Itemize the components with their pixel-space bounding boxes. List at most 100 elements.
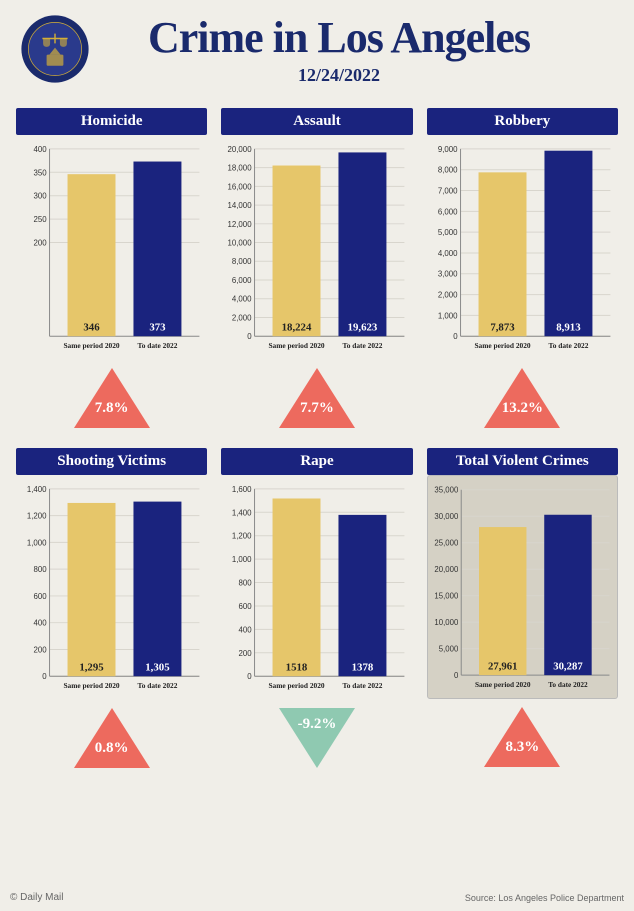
svg-text:16,000: 16,000 (228, 182, 253, 191)
chart-wrap-total: 05,00010,00015,00020,00025,00030,00035,0… (427, 475, 618, 700)
change-label-rape: -9.2% (298, 716, 337, 733)
chart-wrap-homicide: 200250300350400346Same period 2020373To … (16, 135, 207, 360)
bar-assault-0 (273, 166, 321, 337)
bar-value-rape-1: 1378 (352, 661, 374, 673)
svg-text:10,000: 10,000 (434, 618, 459, 627)
svg-text:1,000: 1,000 (438, 311, 458, 320)
svg-text:1,000: 1,000 (27, 538, 47, 547)
bar-shooting-0 (68, 503, 116, 676)
change-label-homicide: 7.8% (95, 400, 129, 417)
svg-text:1,400: 1,400 (232, 508, 252, 517)
svg-text:6,000: 6,000 (438, 207, 458, 216)
svg-text:4,000: 4,000 (438, 249, 458, 258)
panel-rape: Rape02004006008001,0001,2001,4001,600151… (221, 448, 412, 770)
bar-rape-1 (339, 515, 387, 676)
triangle-up-icon (482, 705, 562, 769)
svg-text:1,200: 1,200 (27, 512, 47, 521)
bar-value-homicide-1: 373 (149, 321, 166, 333)
up-triangle-robbery: 13.2% (482, 366, 562, 430)
chart-rape: 02004006008001,0001,2001,4001,6001518Sam… (223, 481, 410, 698)
bar-value-assault-1: 19,623 (348, 321, 378, 333)
charts-grid: Homicide200250300350400346Same period 20… (0, 90, 634, 780)
svg-text:3,000: 3,000 (438, 270, 458, 279)
svg-text:800: 800 (33, 565, 47, 574)
bar-robbery-1 (544, 151, 592, 337)
svg-text:200: 200 (33, 239, 47, 248)
svg-text:1,200: 1,200 (232, 532, 252, 541)
panel-total: Total Violent Crimes05,00010,00015,00020… (427, 448, 618, 770)
svg-text:20,000: 20,000 (228, 145, 253, 154)
svg-text:200: 200 (239, 649, 253, 658)
down-triangle-rape: -9.2% (277, 706, 357, 770)
panel-title-shooting: Shooting Victims (16, 448, 207, 475)
panel-robbery: Robbery01,0002,0003,0004,0005,0006,0007,… (427, 108, 618, 430)
up-triangle-shooting: 0.8% (72, 706, 152, 770)
svg-text:18,000: 18,000 (228, 164, 253, 173)
change-label-total: 8.3% (505, 739, 539, 756)
chart-wrap-assault: 02,0004,0006,0008,00010,00012,00014,0001… (221, 135, 412, 360)
svg-text:14,000: 14,000 (228, 201, 253, 210)
x-label-homicide-0: Same period 2020 (63, 341, 119, 350)
panel-shooting: Shooting Victims02004006008001,0001,2001… (16, 448, 207, 770)
svg-text:0: 0 (248, 332, 253, 341)
svg-text:35,000: 35,000 (434, 486, 459, 495)
chart-assault: 02,0004,0006,0008,00010,00012,00014,0001… (223, 141, 410, 358)
chart-wrap-robbery: 01,0002,0003,0004,0005,0006,0007,0008,00… (427, 135, 618, 360)
up-triangle-total: 8.3% (482, 705, 562, 769)
bar-robbery-0 (478, 172, 526, 336)
bar-value-rape-0: 1518 (286, 661, 308, 673)
svg-text:5,000: 5,000 (438, 644, 458, 653)
svg-text:1,600: 1,600 (232, 485, 252, 494)
change-label-assault: 7.7% (300, 400, 334, 417)
svg-text:12,000: 12,000 (228, 220, 253, 229)
svg-text:800: 800 (239, 578, 253, 587)
panel-title-homicide: Homicide (16, 108, 207, 135)
triangle-up-icon (277, 366, 357, 430)
svg-text:200: 200 (33, 645, 47, 654)
change-label-shooting: 0.8% (95, 740, 129, 757)
svg-text:2,000: 2,000 (438, 291, 458, 300)
chart-homicide: 200250300350400346Same period 2020373To … (18, 141, 205, 358)
svg-text:300: 300 (33, 192, 47, 201)
svg-text:30,000: 30,000 (434, 512, 459, 521)
panel-homicide: Homicide200250300350400346Same period 20… (16, 108, 207, 430)
x-label-robbery-0: Same period 2020 (474, 341, 530, 350)
bar-value-homicide-0: 346 (83, 321, 100, 333)
bar-assault-1 (339, 152, 387, 336)
bar-value-total-0: 27,961 (488, 660, 517, 672)
triangle-up-icon (72, 706, 152, 770)
x-label-assault-1: To date 2022 (343, 341, 383, 350)
page-title: Crime in Los Angeles (64, 12, 614, 63)
bar-shooting-1 (133, 502, 181, 677)
x-label-assault-0: Same period 2020 (269, 341, 325, 350)
x-label-rape-1: To date 2022 (343, 681, 383, 690)
credit-left: © Daily Mail (10, 892, 64, 903)
bar-total-1 (544, 515, 591, 675)
svg-text:4,000: 4,000 (232, 295, 252, 304)
up-triangle-homicide: 7.8% (72, 366, 152, 430)
credit-right: Source: Los Angeles Police Department (465, 893, 624, 903)
svg-text:1,000: 1,000 (232, 555, 252, 564)
title-block: Crime in Los Angeles 12/24/2022 (64, 12, 614, 86)
x-label-shooting-0: Same period 2020 (63, 681, 119, 690)
svg-text:0: 0 (248, 672, 253, 681)
svg-text:600: 600 (239, 602, 253, 611)
triangle-up-icon (482, 366, 562, 430)
date-label: 12/24/2022 (64, 65, 614, 86)
svg-text:0: 0 (453, 332, 458, 341)
panel-title-assault: Assault (221, 108, 412, 135)
x-label-total-0: Same period 2020 (475, 680, 531, 689)
svg-text:1,400: 1,400 (27, 485, 47, 494)
x-label-homicide-1: To date 2022 (138, 341, 178, 350)
x-label-shooting-1: To date 2022 (138, 681, 178, 690)
bar-homicide-1 (133, 162, 181, 337)
svg-text:350: 350 (33, 168, 47, 177)
svg-text:7,000: 7,000 (438, 186, 458, 195)
bar-rape-0 (273, 498, 321, 676)
svg-text:25,000: 25,000 (434, 539, 459, 548)
x-label-robbery-1: To date 2022 (548, 341, 588, 350)
svg-text:0: 0 (454, 671, 459, 680)
svg-text:0: 0 (42, 672, 47, 681)
svg-text:2,000: 2,000 (232, 313, 252, 322)
x-label-total-1: To date 2022 (548, 680, 588, 689)
